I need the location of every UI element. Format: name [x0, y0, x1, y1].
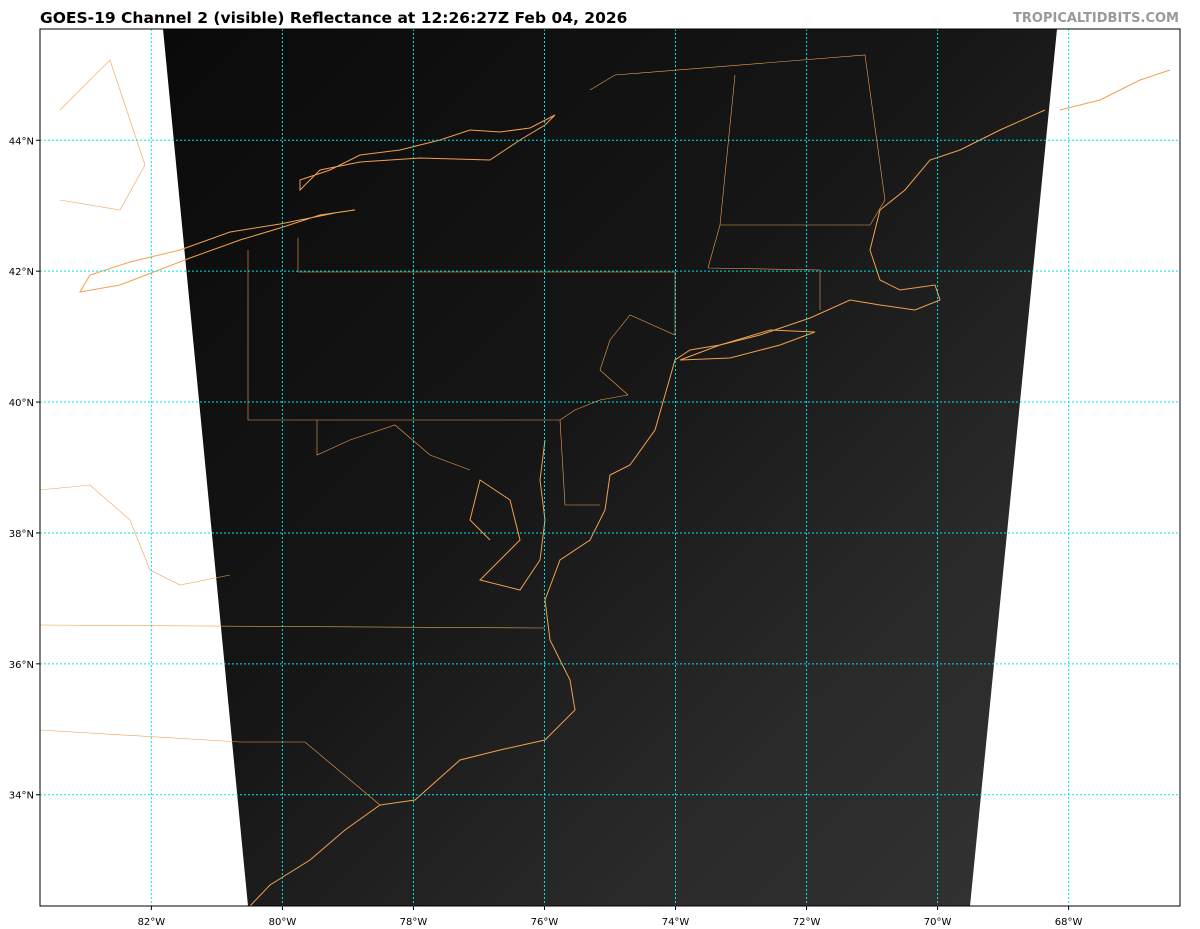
lon-tick-label: 70°W: [924, 917, 952, 928]
western-borders: [40, 59, 231, 586]
coastlines-borders: [40, 54, 1171, 906]
lat-tick-label: 44°N: [9, 136, 34, 147]
long-island: [679, 329, 816, 361]
plot-frame: [39, 28, 1181, 907]
lon-tick-label: 74°W: [662, 917, 690, 928]
lon-tick-label: 72°W: [793, 917, 821, 928]
ny-ne-border: [589, 54, 886, 310]
lat-tick-label: 42°N: [9, 267, 34, 278]
wv-border: [316, 420, 471, 471]
east-coast: [249, 109, 1046, 906]
graticule: [40, 29, 1180, 906]
lon-tick-label: 80°W: [269, 917, 297, 928]
lon-tick-label: 78°W: [400, 917, 428, 928]
nc-va-border: [40, 624, 546, 629]
lat-tick-label: 38°N: [9, 529, 34, 540]
map-title: GOES-19 Channel 2 (visible) Reflectance …: [40, 9, 628, 27]
credit-watermark: TROPICALTIDBITS.COM: [1013, 11, 1179, 26]
lat-tick-label: 36°N: [9, 660, 34, 671]
lake-erie: [79, 209, 356, 293]
lon-tick-label: 68°W: [1055, 917, 1083, 928]
canada-coast: [1059, 69, 1171, 111]
satellite-imagery-swath: [163, 29, 1057, 906]
lake-ontario: [299, 114, 556, 192]
lat-tick-label: 40°N: [9, 398, 34, 409]
lon-tick-label: 82°W: [138, 917, 166, 928]
axis-ticks: 82°W 80°W 78°W 76°W 74°W 72°W 70°W 68°W 44°N 42°N…: [9, 136, 1083, 928]
lat-tick-label: 34°N: [9, 791, 34, 802]
delaware-border: [559, 419, 600, 506]
lon-tick-label: 76°W: [531, 917, 559, 928]
sc-nc-border: [40, 729, 381, 806]
